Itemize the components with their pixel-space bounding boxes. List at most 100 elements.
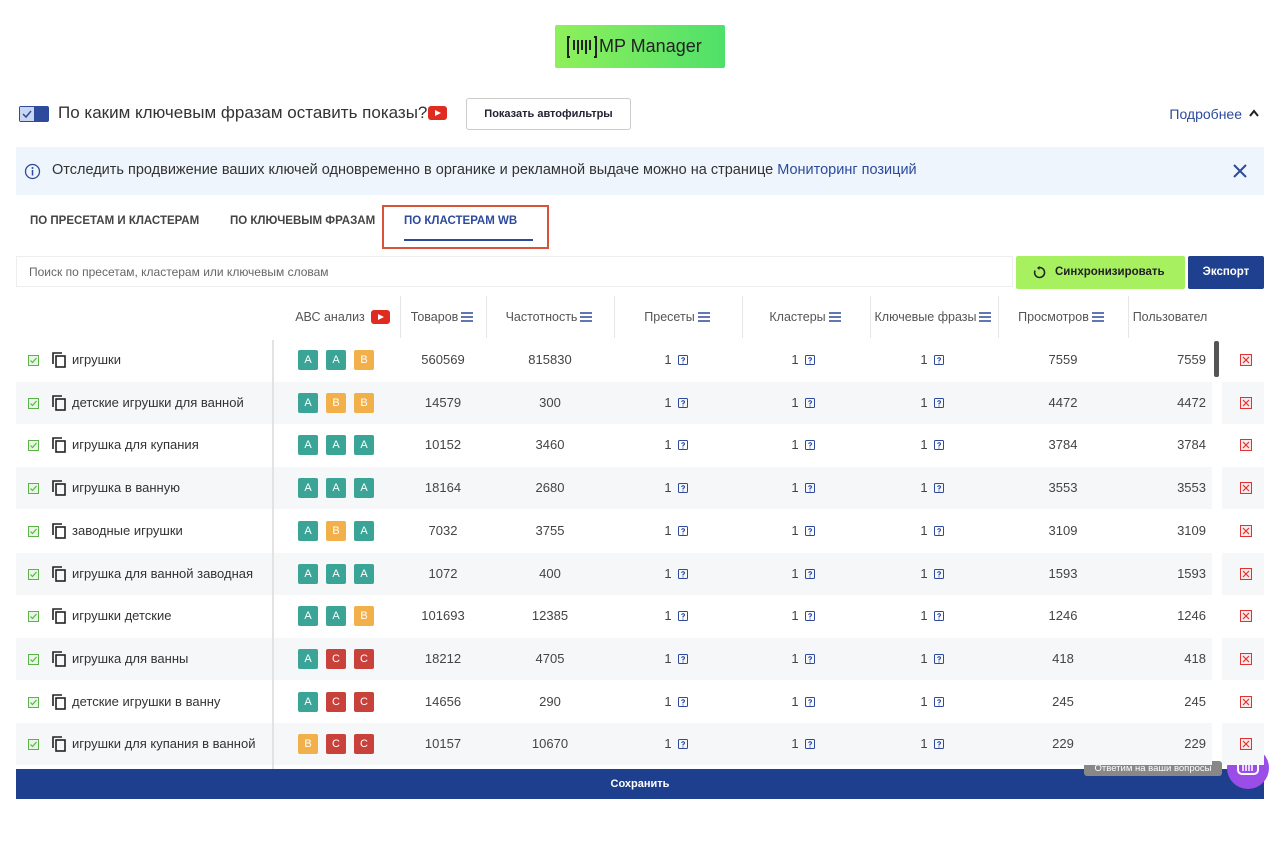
more-link[interactable]: Подробнее <box>1169 106 1242 122</box>
hint-icon[interactable] <box>677 611 688 622</box>
delete-icon[interactable] <box>1240 439 1252 452</box>
column-header[interactable]: Просмотров <box>998 296 1126 338</box>
cell-frequency: 12385 <box>490 595 610 637</box>
row-checkbox[interactable] <box>28 696 39 708</box>
sort-icon[interactable] <box>828 311 843 323</box>
row-checkbox[interactable] <box>28 525 39 537</box>
row-checkbox[interactable] <box>28 355 39 366</box>
hint-icon[interactable] <box>933 355 944 365</box>
row-checkbox[interactable] <box>28 397 39 409</box>
hint-icon[interactable] <box>677 696 688 707</box>
autofilter-button[interactable]: Показать автофильтры <box>466 98 631 130</box>
row-checkbox[interactable] <box>28 653 39 665</box>
row-left-bg <box>16 381 272 424</box>
hint-icon[interactable] <box>804 739 815 750</box>
copy-icon[interactable] <box>52 522 66 539</box>
close-icon[interactable] <box>1233 164 1247 178</box>
hint-icon[interactable] <box>933 696 944 707</box>
column-header[interactable]: Пользовател <box>1128 296 1212 338</box>
tab[interactable]: ПО КЛАСТЕРАМ WB <box>404 215 518 227</box>
save-button[interactable]: Сохранить <box>16 769 1264 799</box>
row-checkbox[interactable] <box>28 739 39 751</box>
copy-icon[interactable] <box>52 736 66 753</box>
sort-icon[interactable] <box>579 311 594 323</box>
cell-products: 10157 <box>383 723 503 765</box>
hint-icon[interactable] <box>677 568 688 579</box>
copy-icon[interactable] <box>52 394 66 411</box>
column-header[interactable]: Кластеры <box>742 296 870 338</box>
column-header[interactable]: Товаров <box>400 296 486 338</box>
row-checkbox[interactable] <box>28 568 39 580</box>
hint-icon[interactable] <box>677 739 688 750</box>
hint-icon[interactable] <box>804 397 815 408</box>
cell-value: 1072 <box>428 565 458 581</box>
table-row: игрушка для купания A A A 10152 3460 1 1 1 3784 37… <box>0 424 1280 466</box>
cell-value: 1 <box>920 522 928 538</box>
delete-icon[interactable] <box>1240 695 1252 708</box>
cell-value: 1 <box>664 437 672 453</box>
delete-icon[interactable] <box>1240 524 1252 537</box>
sort-icon[interactable] <box>1091 311 1106 323</box>
tab[interactable]: ПО ПРЕСЕТАМ И КЛАСТЕРАМ <box>30 215 200 227</box>
hint-icon[interactable] <box>804 653 815 664</box>
delete-icon[interactable] <box>1240 396 1252 409</box>
row-checkbox[interactable] <box>28 611 39 623</box>
sort-icon[interactable] <box>460 311 475 323</box>
keyword: игрушки <box>72 352 121 367</box>
hint-icon[interactable] <box>804 525 815 536</box>
search-input[interactable]: Поиск по пресетам, кластерам или ключевы… <box>16 256 1013 287</box>
hint-icon[interactable] <box>933 525 944 536</box>
sort-icon[interactable] <box>697 311 712 323</box>
delete-icon[interactable] <box>1240 482 1252 495</box>
column-header[interactable]: АВС анализ <box>286 296 400 338</box>
video-icon[interactable] <box>370 309 391 324</box>
copy-icon[interactable] <box>52 651 66 667</box>
tab[interactable]: ПО КЛЮЧЕВЫМ ФРАЗАМ <box>230 215 376 227</box>
copy-icon[interactable] <box>52 352 66 368</box>
hint-icon[interactable] <box>804 355 815 365</box>
abc-badge: A <box>298 350 318 370</box>
column-header[interactable]: Ключевые фразы <box>870 296 998 338</box>
hint-icon[interactable] <box>677 483 688 494</box>
copy-icon[interactable] <box>52 608 66 624</box>
hint-icon[interactable] <box>677 653 688 664</box>
copy-icon[interactable] <box>52 693 66 710</box>
column-header[interactable]: Пресеты <box>614 296 742 338</box>
hint-icon[interactable] <box>933 440 944 451</box>
sort-icon[interactable] <box>978 311 993 323</box>
hint-icon[interactable] <box>677 397 688 408</box>
hint-icon[interactable] <box>677 440 688 451</box>
hint-icon[interactable] <box>933 611 944 622</box>
hint-icon[interactable] <box>933 483 944 494</box>
toggle[interactable] <box>19 106 49 122</box>
hint-icon[interactable] <box>933 397 944 408</box>
hint-icon[interactable] <box>933 568 944 579</box>
hint-icon[interactable] <box>677 355 688 365</box>
column-header[interactable]: Частотность <box>486 296 614 338</box>
delete-icon[interactable] <box>1240 652 1252 665</box>
hint-icon[interactable] <box>933 653 944 664</box>
copy-icon[interactable] <box>52 480 66 496</box>
delete-icon[interactable] <box>1240 610 1252 623</box>
copy-icon[interactable] <box>52 565 66 582</box>
cell-phrases: 1 <box>872 467 992 509</box>
export-button[interactable]: Экспорт <box>1188 256 1264 289</box>
hint-icon[interactable] <box>677 525 688 536</box>
delete-icon[interactable] <box>1240 738 1252 751</box>
hint-icon[interactable] <box>804 611 815 622</box>
logo[interactable]: MP Manager <box>555 25 725 68</box>
hint-icon[interactable] <box>933 739 944 750</box>
delete-icon[interactable] <box>1240 567 1252 580</box>
row-checkbox[interactable] <box>28 440 39 452</box>
copy-icon[interactable] <box>52 437 66 454</box>
hint-icon[interactable] <box>804 696 815 707</box>
video-icon[interactable] <box>428 106 447 120</box>
hint-icon[interactable] <box>804 568 815 579</box>
row-checkbox[interactable] <box>28 483 39 495</box>
hint-icon[interactable] <box>804 483 815 494</box>
hint-icon[interactable] <box>804 440 815 451</box>
sync-button[interactable]: Синхронизировать <box>1016 256 1185 289</box>
sync-icon <box>1033 266 1046 279</box>
notice-link[interactable]: Мониторинг позиций <box>777 162 917 178</box>
delete-icon[interactable] <box>1240 354 1252 366</box>
